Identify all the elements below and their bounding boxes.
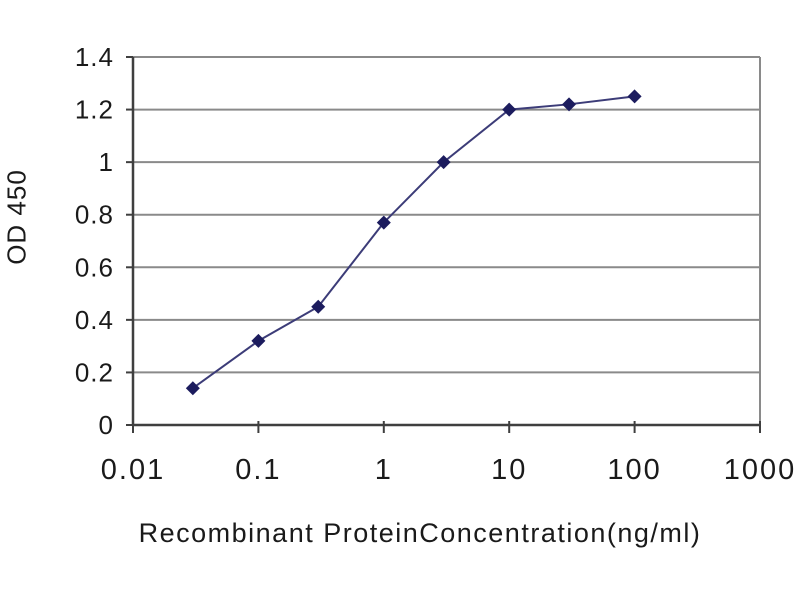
data-point-marker xyxy=(185,381,200,396)
y-tick-label: 1.2 xyxy=(75,95,114,125)
data-point-marker xyxy=(376,215,391,230)
x-axis-title: Recombinant ProteinConcentration(ng/ml) xyxy=(138,518,702,548)
y-tick-label: 0.2 xyxy=(75,357,114,387)
y-tick-label: 0.8 xyxy=(75,200,114,230)
y-axis-title: OD 450 xyxy=(1,169,32,265)
series-line xyxy=(192,95,635,390)
x-tick-label: 10 xyxy=(491,454,527,486)
x-tick-label: 100 xyxy=(607,454,661,486)
y-tick-label: 0.4 xyxy=(75,305,114,335)
x-tick-label: 1000 xyxy=(724,454,797,486)
data-point-marker xyxy=(251,333,266,348)
data-point-marker xyxy=(562,97,577,112)
data-point-marker xyxy=(436,155,451,170)
x-tick-label: 0.01 xyxy=(101,454,165,486)
y-tick-label: 1.4 xyxy=(75,42,114,72)
y-tick-label: 1 xyxy=(99,147,114,177)
x-tick-label: 0.1 xyxy=(235,454,281,486)
data-point-marker xyxy=(627,89,642,104)
y-tick-label: 0.6 xyxy=(75,252,114,282)
x-tick-label: 1 xyxy=(375,454,393,486)
data-point-marker xyxy=(502,102,517,117)
y-tick-label: 0 xyxy=(99,410,114,440)
data-point-marker xyxy=(311,299,326,314)
